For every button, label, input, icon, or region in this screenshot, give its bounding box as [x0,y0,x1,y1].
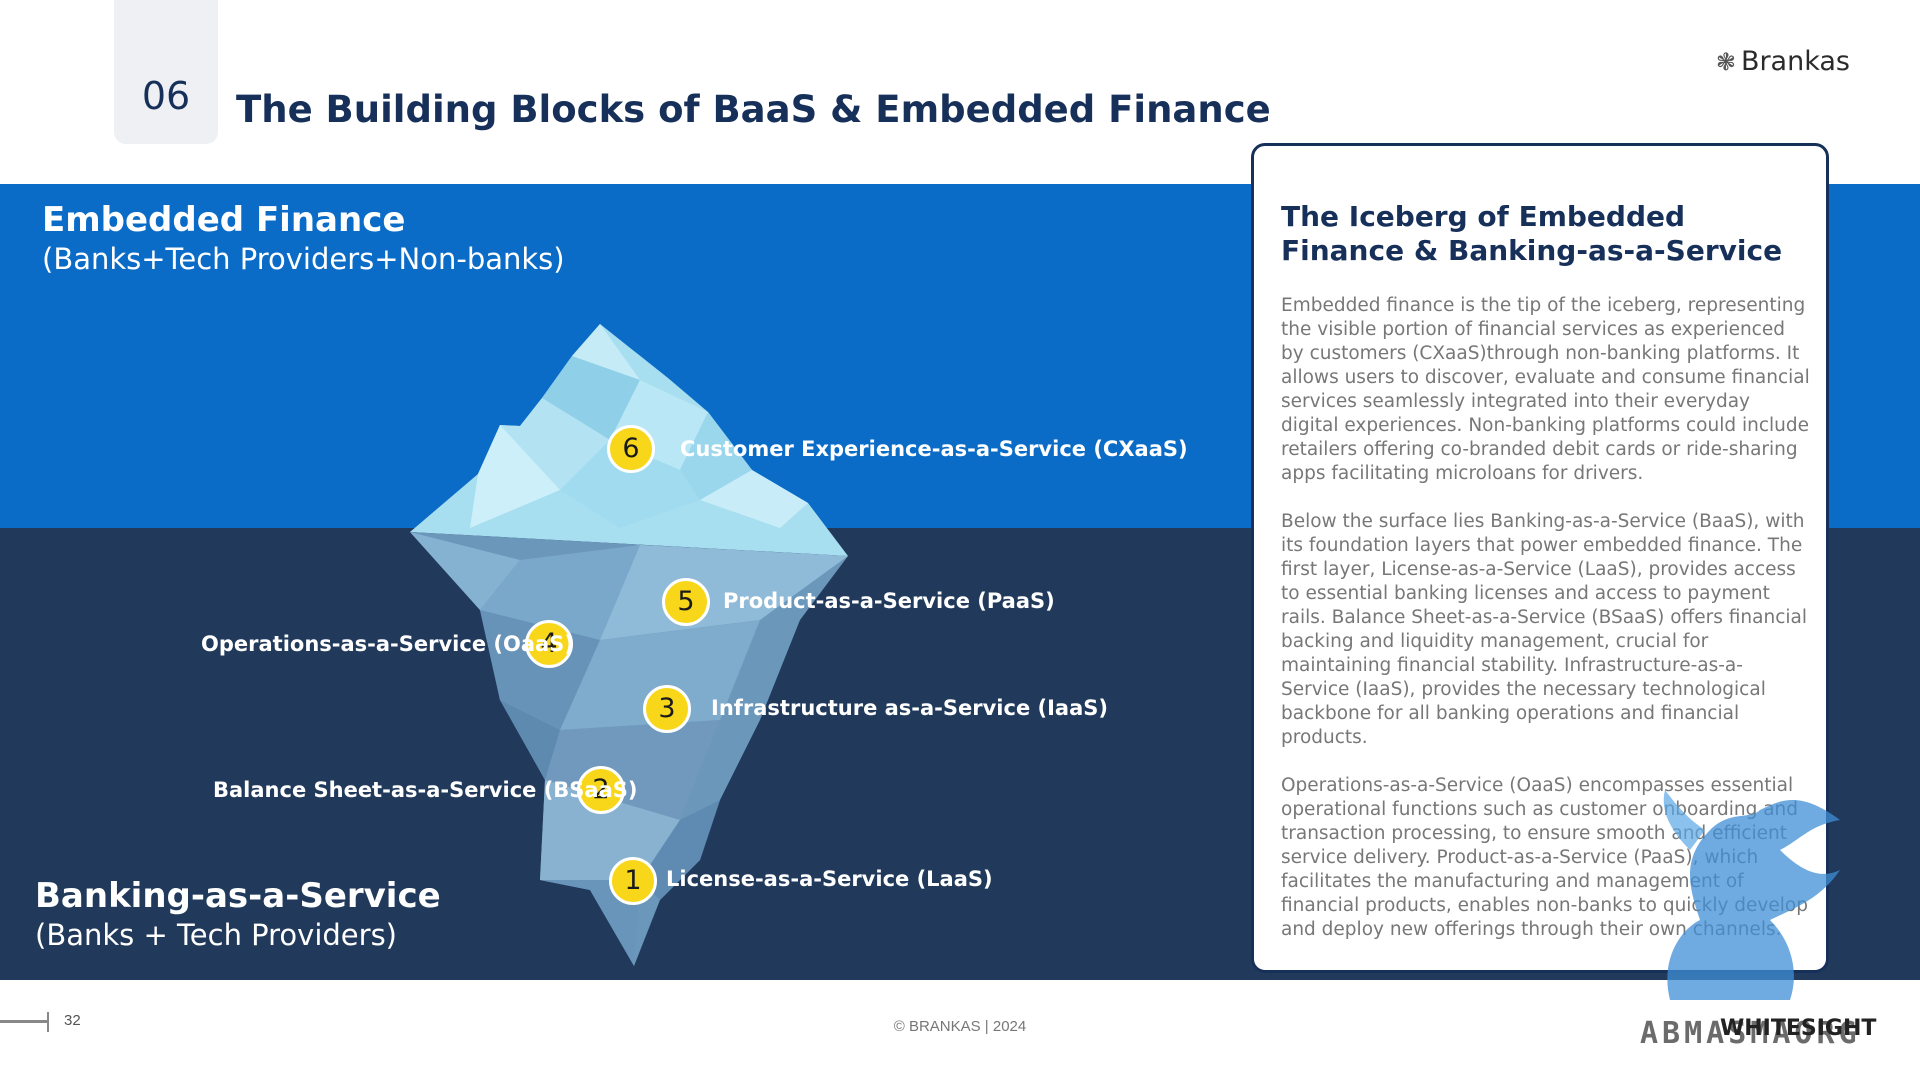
card-title: The Iceberg of Embedded Finance & Bankin… [1281,200,1801,268]
baas-heading: Banking-as-a-Service [35,876,441,916]
layer-3-label: Infrastructure as-a-Service (IaaS) [711,696,1108,720]
layer-5-label: Product-as-a-Service (PaaS) [723,589,1055,613]
layer-6-badge: 6 [607,425,655,473]
layer-2-label: Balance Sheet-as-a-Service (BSaaS) [213,778,638,802]
baas-subtitle: (Banks + Tech Providers) [35,918,397,952]
layer-5-badge: 5 [662,578,710,626]
copyright: © BRANKAS | 2024 [0,1018,1920,1035]
layer-1-label: License-as-a-Service (LaaS) [666,867,993,891]
layer-3-badge: 3 [643,685,691,733]
layer-1-badge: 1 [609,857,657,905]
layer-6-label: Customer Experience-as-a-Service (CXaaS) [680,437,1188,461]
griffin-watermark-icon [1630,770,1850,1010]
card-paragraph: Below the surface lies Banking-as-a-Serv… [1281,510,1811,750]
card-paragraph: Embedded finance is the tip of the icebe… [1281,294,1811,486]
layer-4-label: Operations-as-a-Service (OaaS) [201,632,574,656]
